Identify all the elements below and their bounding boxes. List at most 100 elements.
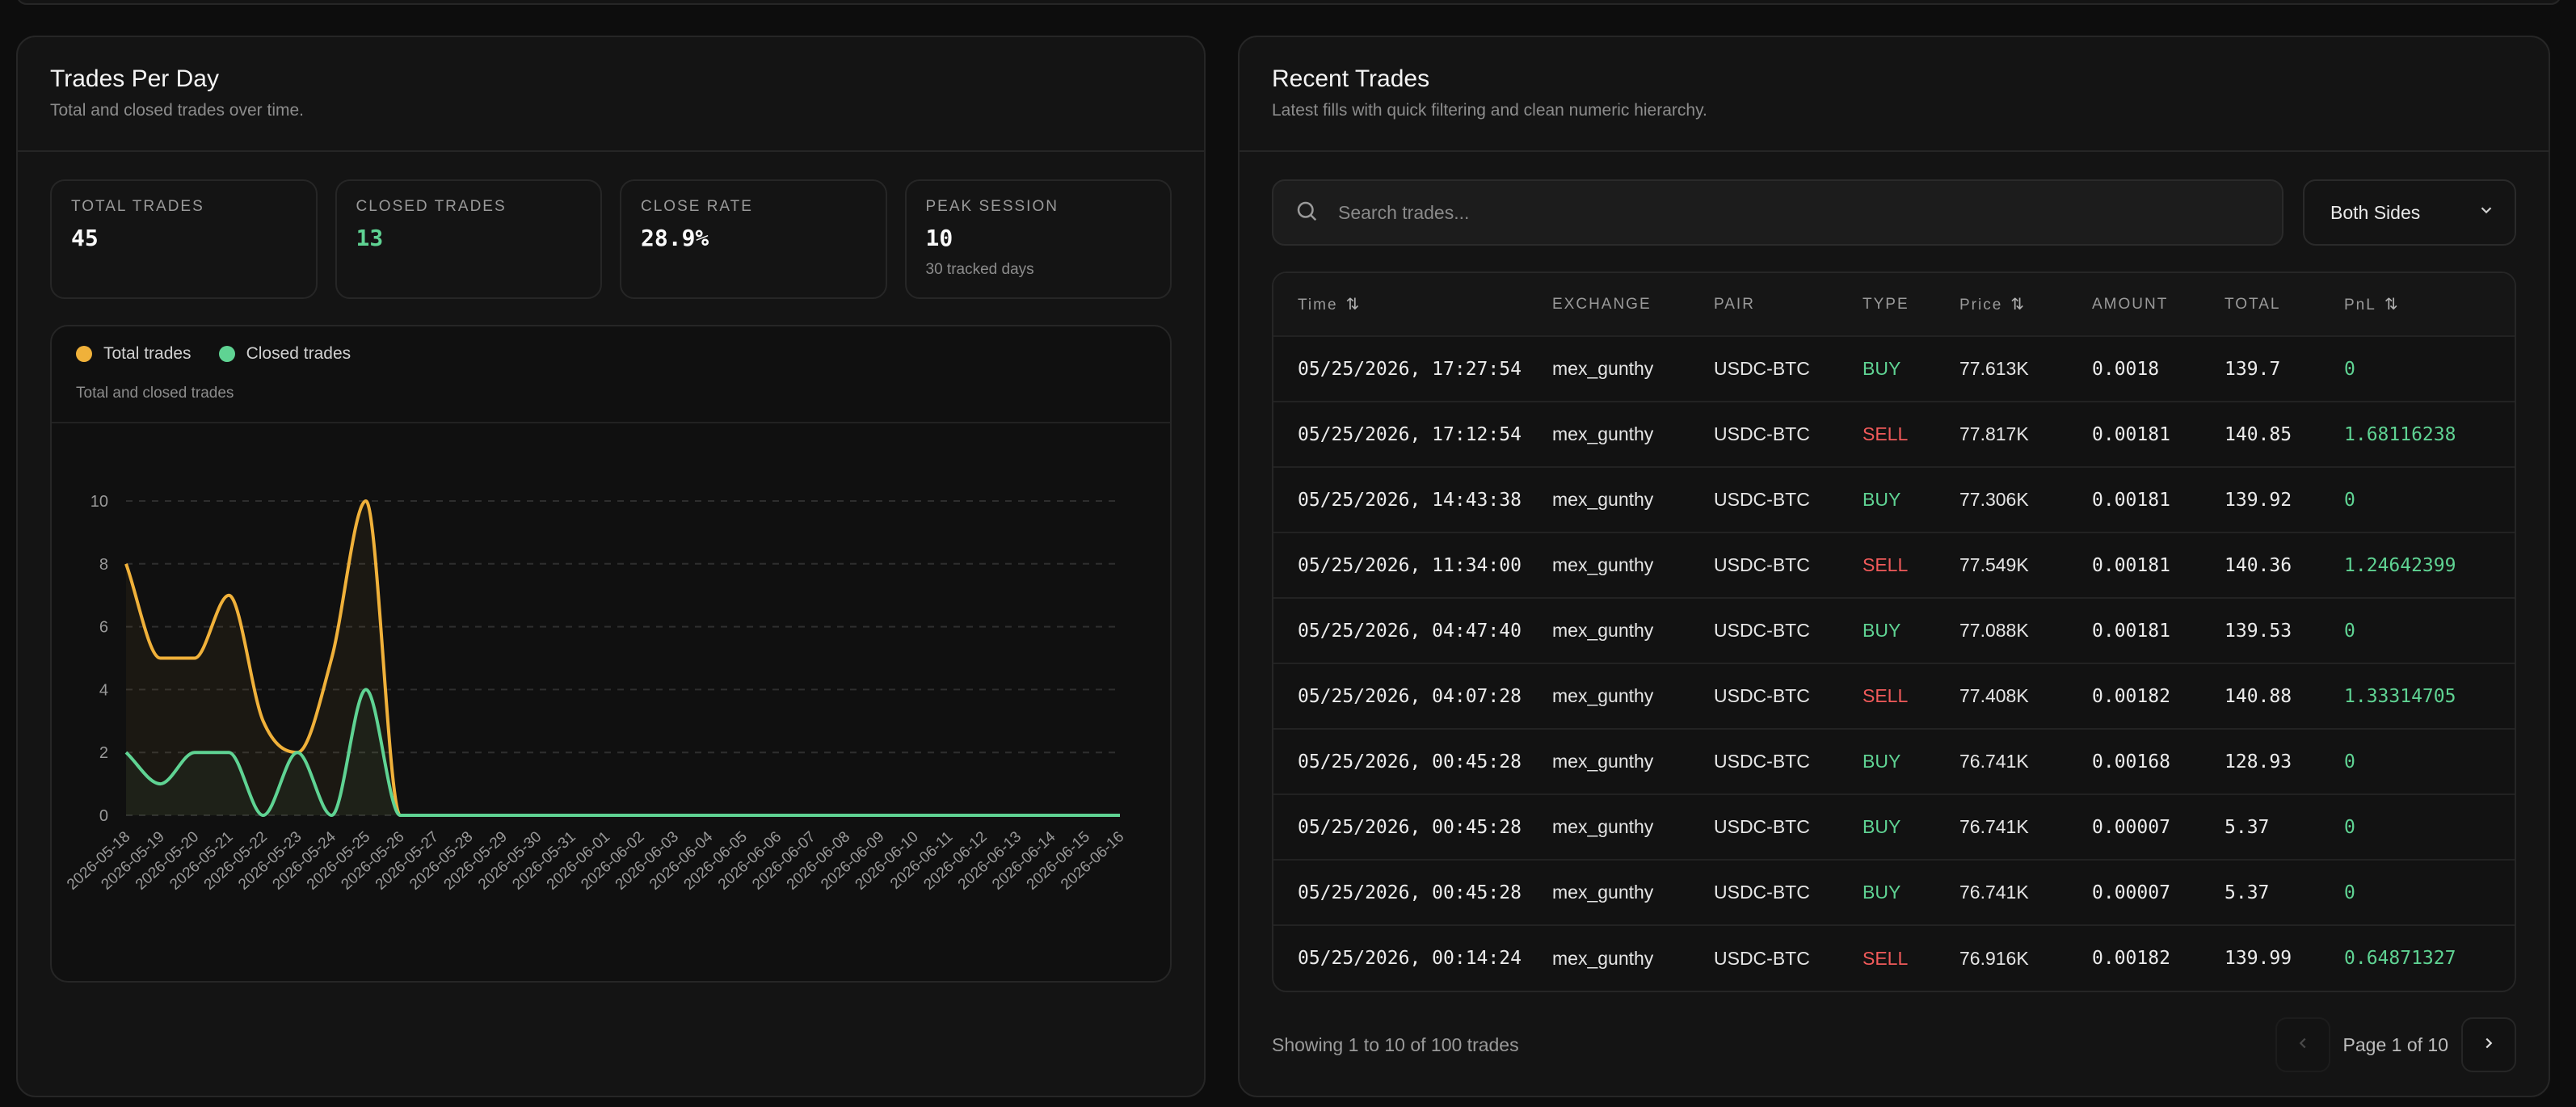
table-row[interactable]: 05/25/2026, 00:45:28 mex_gunthy USDC-BTC BU… — [1273, 794, 2515, 860]
search-input[interactable] — [1336, 200, 2261, 225]
trade-time: 05/25/2026, 14:43:38 — [1298, 489, 1522, 511]
legend-item-closed[interactable]: Closed trades — [218, 344, 351, 364]
trade-total: 128.93 — [2225, 751, 2292, 772]
table-row[interactable]: 05/25/2026, 00:45:28 mex_gunthy USDC-BTC BU… — [1273, 729, 2515, 794]
prev-page-button[interactable] — [2275, 1017, 2330, 1072]
table-row[interactable]: 05/25/2026, 14:43:38 mex_gunthy USDC-BTC BU… — [1273, 467, 2515, 532]
trade-exchange: mex_gunthy — [1552, 554, 1654, 575]
column-header-exchange: EXCHANGE — [1552, 273, 1714, 336]
trade-exchange: mex_gunthy — [1552, 751, 1654, 772]
trades-per-day-card: Trades Per Day Total and closed trades o… — [16, 36, 1206, 1097]
trade-type: BUY — [1863, 816, 1901, 837]
column-label: TOTAL — [2225, 295, 2281, 313]
trade-pnl: 1.33314705 — [2344, 685, 2456, 707]
column-header-pnl[interactable]: PnL ⇅ — [2344, 273, 2515, 336]
trade-type: SELL — [1863, 947, 1909, 969]
legend-label: Total trades — [103, 344, 192, 363]
trades-per-day-header: Trades Per Day Total and closed trades o… — [18, 37, 1204, 152]
chevron-right-icon — [2480, 1034, 2498, 1056]
card-subtitle: Latest fills with quick filtering and cl… — [1272, 101, 1707, 120]
card-subtitle: Total and closed trades over time. — [50, 101, 304, 120]
legend-item-total[interactable]: Total trades — [76, 344, 192, 364]
series-area — [126, 501, 1120, 815]
table-row[interactable]: 05/25/2026, 00:14:24 mex_gunthy USDC-BTC SE… — [1273, 925, 2515, 991]
trade-pair: USDC-BTC — [1714, 882, 1810, 903]
chart-areas — [126, 501, 1120, 815]
table-body: 05/25/2026, 17:27:54 mex_gunthy USDC-BTC BU… — [1273, 336, 2515, 991]
trade-price: 77.088K — [1959, 620, 2029, 641]
trade-time: 05/25/2026, 00:45:28 — [1298, 882, 1522, 903]
trade-amount: 0.00181 — [2092, 489, 2170, 511]
trade-pair: USDC-BTC — [1714, 816, 1810, 837]
trade-exchange: mex_gunthy — [1552, 423, 1654, 444]
table-row[interactable]: 05/25/2026, 04:47:40 mex_gunthy USDC-BTC BU… — [1273, 598, 2515, 663]
table-row[interactable]: 05/25/2026, 17:27:54 mex_gunthy USDC-BTC BU… — [1273, 336, 2515, 402]
column-label: PAIR — [1714, 295, 1755, 313]
column-label: TYPE — [1863, 295, 1909, 313]
stat-label: PEAK SESSION — [925, 198, 1059, 215]
stat-label: CLOSE RATE — [641, 198, 753, 215]
trade-time: 05/25/2026, 00:45:28 — [1298, 816, 1522, 838]
page-indicator: Page 1 of 10 — [2342, 1033, 2448, 1055]
trade-pair: USDC-BTC — [1714, 423, 1810, 444]
column-header-total: TOTAL — [2225, 273, 2344, 336]
y-tick-label: 10 — [90, 493, 108, 511]
series-area — [126, 689, 1120, 815]
table-row[interactable]: 05/25/2026, 00:45:28 mex_gunthy USDC-BTC BU… — [1273, 860, 2515, 925]
next-page-button[interactable] — [2461, 1017, 2516, 1072]
recent-trades-header: Recent Trades Latest fills with quick fi… — [1240, 37, 2549, 152]
y-tick-label: 8 — [99, 556, 108, 574]
legend-dot-icon — [76, 346, 92, 362]
sort-icon: ⇅ — [2010, 296, 2025, 314]
y-tick-label: 6 — [99, 619, 108, 637]
card-title: Recent Trades — [1272, 65, 1430, 92]
chart-caption: Total and closed trades — [76, 385, 234, 402]
trade-pnl: 1.24642399 — [2344, 554, 2456, 576]
trade-amount: 0.00182 — [2092, 948, 2170, 969]
trade-total: 140.36 — [2225, 554, 2292, 576]
trade-type: BUY — [1863, 882, 1901, 903]
table-footer: Showing 1 to 10 of 100 trades Page 1 of … — [1272, 1013, 2516, 1076]
trade-total: 140.85 — [2225, 423, 2292, 445]
table-row[interactable]: 05/25/2026, 04:07:28 mex_gunthy USDC-BTC SE… — [1273, 663, 2515, 729]
search-icon — [1294, 199, 1319, 227]
trade-total: 139.53 — [2225, 620, 2292, 642]
column-header-time[interactable]: Time ⇅ — [1273, 273, 1552, 336]
series-line-closed — [124, 688, 1120, 818]
column-label: AMOUNT — [2092, 295, 2169, 313]
trade-exchange: mex_gunthy — [1552, 816, 1654, 837]
trade-price: 77.817K — [1959, 423, 2029, 444]
trade-pnl: 0 — [2344, 358, 2355, 380]
column-header-type: TYPE — [1863, 273, 1959, 336]
trade-pair: USDC-BTC — [1714, 751, 1810, 772]
trade-exchange: mex_gunthy — [1552, 620, 1654, 641]
x-axis-ticks: 2026-05-182026-05-192026-05-202026-05-21… — [64, 828, 1127, 894]
trade-time: 05/25/2026, 17:27:54 — [1298, 358, 1522, 380]
side-filter-select[interactable]: Both Sides — [2303, 179, 2516, 246]
trade-time: 05/25/2026, 04:47:40 — [1298, 620, 1522, 642]
stat-sub: 30 tracked days — [925, 261, 1034, 278]
table-header-row: Time ⇅ EXCHANGE PAIR TYPE Price ⇅ AMOUNT T… — [1273, 273, 2515, 336]
table-row[interactable]: 05/25/2026, 11:34:00 mex_gunthy USDC-BTC SE… — [1273, 532, 2515, 598]
trade-type: BUY — [1863, 358, 1901, 379]
table-row[interactable]: 05/25/2026, 17:12:54 mex_gunthy USDC-BTC SE… — [1273, 402, 2515, 467]
stat-total-trades: TOTAL TRADES 45 — [50, 179, 318, 299]
chart-container: Total trades Closed trades Total and clo… — [50, 325, 1172, 983]
trade-exchange: mex_gunthy — [1552, 947, 1654, 969]
trade-price: 76.741K — [1959, 882, 2029, 903]
trade-pair: USDC-BTC — [1714, 685, 1810, 706]
trade-amount: 0.00168 — [2092, 751, 2170, 772]
trade-pair: USDC-BTC — [1714, 947, 1810, 969]
trade-pnl: 0 — [2344, 751, 2355, 772]
stat-value: 45 — [71, 225, 99, 251]
column-header-price[interactable]: Price ⇅ — [1959, 273, 2092, 336]
trade-price: 77.613K — [1959, 358, 2029, 379]
trade-price: 77.549K — [1959, 554, 2029, 575]
stat-value: 28.9% — [641, 225, 709, 251]
trade-amount: 0.00181 — [2092, 554, 2170, 576]
column-label: Time — [1298, 297, 1338, 314]
column-label: Price — [1959, 297, 2003, 314]
pagination: Page 1 of 10 — [2275, 1017, 2516, 1072]
card-title: Trades Per Day — [50, 65, 219, 92]
trade-time: 05/25/2026, 00:45:28 — [1298, 751, 1522, 772]
